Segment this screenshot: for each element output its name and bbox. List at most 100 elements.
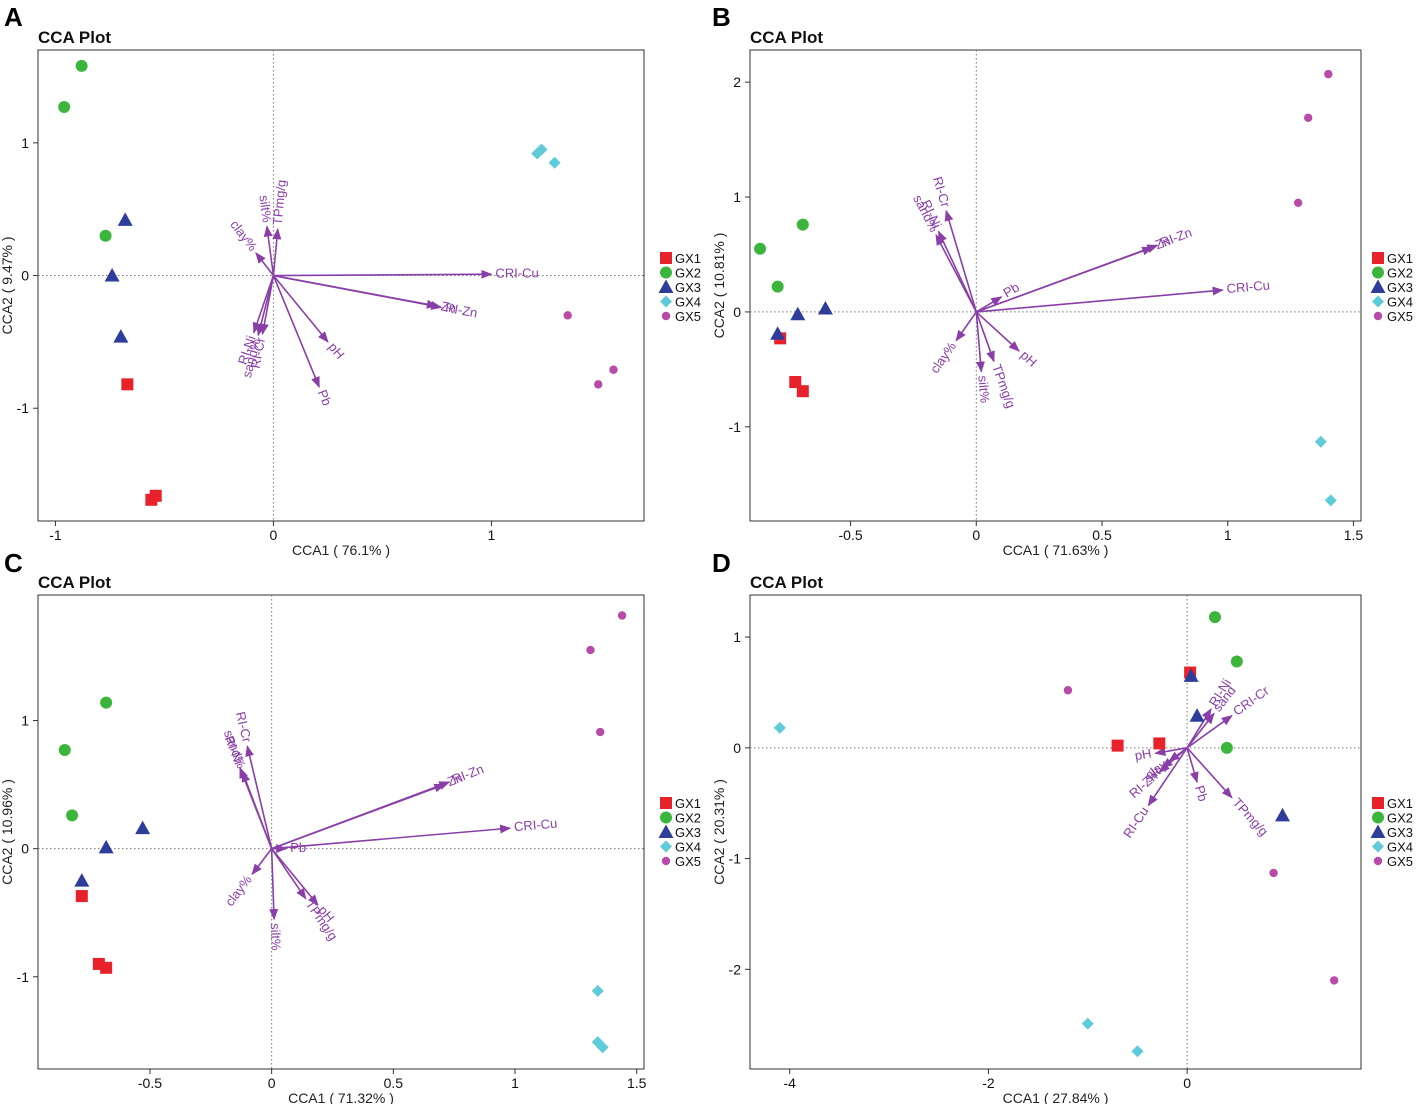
vector-arrow: [273, 269, 493, 279]
legend-marker-gx1: [660, 252, 672, 264]
vector-arrow: [1147, 747, 1188, 807]
vector-label: TPmg/g: [1230, 795, 1272, 839]
vector-label: RI-Cu: [1120, 804, 1151, 841]
y-tick-label: 0: [21, 268, 29, 284]
x-tick-label: 1: [1224, 527, 1232, 543]
vector-arrow: [251, 848, 273, 876]
point-gx4: [1314, 435, 1327, 448]
legend-marker-gx1: [1372, 252, 1384, 264]
x-tick-label: 0: [1183, 1075, 1191, 1091]
vector-label: silt%: [268, 923, 284, 951]
point-gx2: [75, 59, 88, 72]
vector-arrow: [944, 209, 978, 313]
point-gx2: [99, 229, 112, 242]
point-gx5: [609, 365, 618, 374]
x-tick-label: 0: [268, 1075, 276, 1091]
vector-label: TPmg/g: [270, 179, 289, 226]
vector-label: CRI-Cu: [495, 265, 538, 280]
legend-label: GX5: [1387, 309, 1413, 324]
vector-arrow: [976, 246, 1154, 313]
cca-panel-d: D CCA Plot -4 -2 0 -2 -1 0 1 CCA1 ( 27.84% ) CCA2 …: [711, 548, 1413, 1104]
point-gx4: [1081, 1017, 1094, 1030]
x-tick-label: 0.5: [384, 1075, 404, 1091]
point-gx1: [789, 375, 802, 388]
plot-frame: [37, 49, 645, 522]
point-gx2: [1220, 741, 1233, 754]
y-tick-label: 2: [733, 74, 741, 90]
legend-marker-gx5: [1373, 856, 1383, 866]
legend-marker-gx2: [660, 811, 672, 824]
legend-marker-gx2: [1372, 811, 1384, 824]
legend-label: GX3: [675, 280, 701, 295]
vector-arrow: [975, 311, 1020, 352]
legend-label: GX5: [675, 854, 701, 869]
plot-frame: [749, 594, 1362, 1070]
vector-label: pH: [325, 340, 347, 362]
legend-marker-gx2: [660, 266, 672, 279]
vector-arrow: [271, 783, 446, 850]
y-tick-label: 1: [733, 629, 741, 645]
legend-label: GX5: [1387, 854, 1413, 869]
point-gx3: [117, 212, 133, 226]
legend-label: GX1: [1387, 796, 1413, 811]
point-gx5: [1063, 686, 1073, 695]
legend-marker-gx5: [1373, 311, 1383, 321]
legend-label: GX5: [675, 309, 701, 324]
vector-label: clay%: [927, 339, 959, 376]
legend-marker-gx3: [1370, 279, 1386, 293]
legend-label: GX4: [675, 295, 701, 310]
legend-marker-gx5: [661, 311, 671, 321]
y-axis-label: CCA2 ( 20.31% ): [711, 779, 727, 885]
panel-letter: A: [4, 2, 23, 32]
point-gx1: [100, 961, 113, 974]
legend-marker-gx2: [1372, 266, 1384, 279]
point-gx1: [1153, 737, 1166, 750]
point-gx3: [770, 326, 786, 340]
vector-arrow: [263, 225, 275, 276]
point-gx5: [563, 311, 572, 320]
vector-label: TPmg/g: [303, 897, 341, 943]
plot-title: CCA Plot: [750, 573, 823, 592]
point-gx5: [1324, 69, 1333, 79]
point-gx1: [75, 890, 88, 903]
vector-label: Pb: [1192, 784, 1211, 803]
x-tick-label: 0: [270, 527, 278, 543]
cca-panel-c: C CCA Plot -0.5 0 0.5 1 1.5 -1 0 1 CCA1 ( 71.32% )…: [0, 548, 701, 1104]
vector-arrow: [255, 252, 275, 277]
legend-marker-gx3: [658, 824, 674, 838]
point-gx1: [121, 378, 134, 391]
cca-panel-b: B CCA Plot -0.5 0 0.5 1 1.5 -1 0 1 2 CCA1 ( 71.63% …: [711, 2, 1413, 558]
vector-arrow: [975, 311, 995, 363]
vector-label: silt%: [256, 194, 275, 224]
y-tick-label: 0: [21, 841, 29, 857]
plot-title: CCA Plot: [38, 573, 111, 592]
legend-marker-gx1: [660, 797, 672, 809]
y-axis-label: CCA2 ( 10.81% ): [711, 233, 727, 339]
vector-arrow: [1158, 747, 1188, 773]
legend-marker-gx3: [658, 279, 674, 293]
vector-arrow: [272, 227, 282, 276]
point-gx1: [796, 385, 809, 398]
y-tick-label: 0: [733, 740, 741, 756]
vector-arrow: [1186, 747, 1233, 799]
legend-label: GX2: [675, 266, 701, 281]
legend-label: GX1: [675, 251, 701, 266]
x-tick-label: 1: [511, 1075, 519, 1091]
legend-label: GX4: [675, 840, 701, 855]
legend-label: GX3: [675, 825, 701, 840]
legend-marker-gx4: [660, 295, 672, 308]
point-gx5: [586, 645, 595, 655]
vector-label: RI-Cr: [248, 336, 269, 370]
y-tick-label: 0: [733, 304, 741, 320]
vector-arrow: [252, 275, 275, 334]
vector-arrow: [241, 770, 273, 849]
vector-arrow: [245, 745, 273, 849]
vector-arrow: [259, 275, 275, 336]
point-gx3: [790, 306, 806, 321]
x-tick-label: 1.5: [627, 1075, 647, 1091]
point-gx4: [1324, 494, 1337, 507]
vector-label: Zn: [445, 770, 464, 789]
y-tick-label: 1: [21, 135, 29, 151]
